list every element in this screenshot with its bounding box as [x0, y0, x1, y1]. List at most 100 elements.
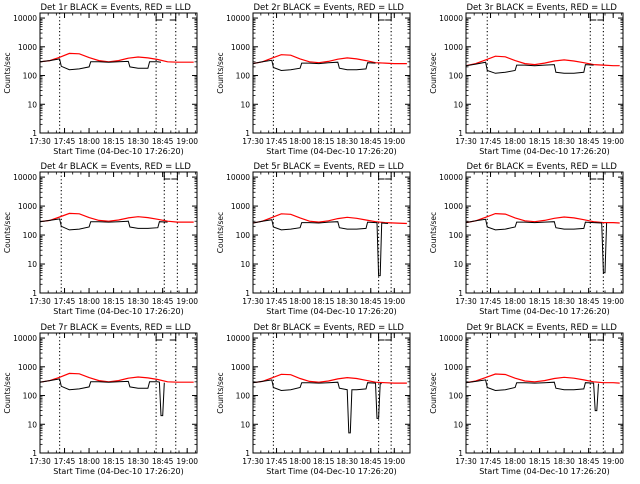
y-tick-label: 10 [240, 420, 250, 429]
x-tick-label: 18:15 [103, 137, 125, 146]
plot-frame [252, 12, 411, 134]
saa-bracket-marker [597, 13, 604, 21]
y-tick-label: 10 [240, 260, 250, 269]
x-tick-label: 18:30 [553, 297, 575, 306]
panel-det-9: Det 9r BLACK = Events, RED = LLD 1 10 100 10… [429, 323, 624, 476]
saa-bracket-marker [385, 13, 392, 21]
x-tick-label: 18:45 [360, 457, 382, 466]
x-tick-label: 17:30 [242, 297, 264, 306]
x-tick-label: 18:00 [289, 137, 311, 146]
x-axis-label: Start Time (04-Dec-10 17:26:20) [53, 307, 184, 316]
saa-bracket-marker [169, 333, 177, 341]
panel-det-5: Det 5r BLACK = Events, RED = LLD 1 10 100 10… [216, 162, 411, 316]
panel-det-2: Det 2r BLACK = Events, RED = LLD 1 10 100 10… [216, 3, 411, 156]
saa-bracket-marker [597, 172, 604, 180]
x-tick-label: 17:30 [29, 137, 51, 146]
x-tick-label: 18:00 [504, 137, 526, 146]
y-tick-label: 100 [23, 392, 38, 401]
x-tick-label: 18:15 [313, 297, 335, 306]
saa-bracket-marker [171, 172, 178, 180]
plot-frame [252, 171, 411, 294]
saa-bracket-marker [169, 13, 177, 21]
y-tick-label: 100 [449, 392, 464, 401]
x-tick-label: 17:45 [54, 297, 76, 306]
y-axis-label: Counts/sec [429, 372, 438, 413]
panel-det-6: Det 6r BLACK = Events, RED = LLD 1 10 100 10… [429, 162, 624, 316]
x-axis-label: Start Time (04-Dec-10 17:26:20) [266, 307, 397, 316]
x-tick-label: 18:45 [360, 137, 382, 146]
y-tick-label: 10000 [226, 14, 250, 23]
events-series-line [39, 378, 165, 417]
saa-bracket-marker [385, 172, 392, 180]
y-tick-label: 1000 [18, 202, 37, 211]
y-tick-label: 10000 [13, 14, 37, 23]
events-series-line [39, 218, 168, 231]
y-tick-label: 10 [27, 260, 37, 269]
x-tick-label: 17:30 [29, 457, 51, 466]
x-tick-label: 18:45 [152, 297, 174, 306]
plot-frame [252, 332, 411, 454]
x-tick-label: 17:45 [54, 457, 76, 466]
x-tick-label: 18:30 [553, 457, 575, 466]
saa-bracket-marker [155, 333, 163, 341]
x-axis-label: Start Time (04-Dec-10 17:26:20) [479, 147, 610, 156]
y-tick-label: 1000 [231, 43, 250, 52]
x-axis-label: Start Time (04-Dec-10 17:26:20) [266, 147, 397, 156]
y-tick-label: 10 [453, 100, 463, 109]
x-tick-label: 18:30 [127, 137, 149, 146]
x-tick-label: 17:30 [242, 457, 264, 466]
x-tick-label: 18:30 [336, 297, 358, 306]
x-tick-label: 18:45 [152, 457, 174, 466]
y-tick-label: 1 [245, 129, 250, 138]
y-tick-label: 100 [23, 231, 38, 240]
y-axis-label: Counts/sec [216, 372, 225, 413]
panel-det-3: Det 3r BLACK = Events, RED = LLD 1 10 100 10… [429, 3, 624, 156]
y-tick-label: 100 [449, 231, 464, 240]
y-tick-label: 1000 [444, 43, 463, 52]
x-tick-label: 18:45 [578, 457, 600, 466]
y-tick-label: 1 [458, 129, 463, 138]
y-tick-label: 10000 [439, 334, 463, 343]
events-series-line [465, 61, 594, 74]
x-tick-label: 17:45 [480, 137, 502, 146]
x-tick-label: 19:00 [176, 297, 198, 306]
x-tick-label: 18:15 [313, 137, 335, 146]
y-tick-label: 1000 [18, 363, 37, 372]
y-tick-label: 100 [236, 231, 251, 240]
y-tick-label: 100 [23, 72, 38, 81]
y-tick-label: 100 [236, 72, 251, 81]
events-series-line [465, 218, 608, 274]
x-tick-label: 18:00 [504, 457, 526, 466]
x-tick-label: 17:45 [266, 137, 288, 146]
x-tick-label: 17:30 [455, 137, 477, 146]
events-series-line [39, 58, 162, 71]
y-tick-label: 10000 [13, 173, 37, 182]
y-tick-label: 10000 [226, 334, 250, 343]
lld-series-line [252, 213, 407, 225]
lld-series-line [39, 212, 194, 223]
panel-title: Det 3r BLACK = Events, RED = LLD [467, 3, 618, 13]
x-tick-label: 18:30 [127, 297, 149, 306]
saa-bracket-marker [155, 13, 163, 21]
y-tick-label: 10 [453, 420, 463, 429]
saa-bracket-marker [597, 333, 604, 341]
saa-bracket-marker [378, 13, 385, 21]
x-tick-label: 17:45 [54, 137, 76, 146]
panel-title: Det 7r BLACK = Events, RED = LLD [41, 323, 192, 333]
y-tick-label: 1 [32, 129, 37, 138]
x-tick-label: 18:00 [504, 297, 526, 306]
y-tick-label: 10000 [226, 173, 250, 182]
x-tick-label: 18:45 [360, 297, 382, 306]
lld-series-line [252, 373, 407, 384]
y-tick-label: 1000 [444, 363, 463, 372]
y-tick-label: 10 [27, 420, 37, 429]
y-tick-label: 1000 [18, 43, 37, 52]
plot-frame [465, 332, 624, 454]
y-tick-label: 1 [32, 449, 37, 458]
x-tick-label: 18:15 [103, 457, 125, 466]
x-tick-label: 18:15 [529, 457, 551, 466]
panel-det-4: Det 4r BLACK = Events, RED = LLD 1 10 100 10… [3, 162, 198, 316]
x-axis-label: Start Time (04-Dec-10 17:26:20) [53, 147, 184, 156]
x-tick-label: 19:00 [176, 457, 198, 466]
y-tick-label: 100 [449, 72, 464, 81]
